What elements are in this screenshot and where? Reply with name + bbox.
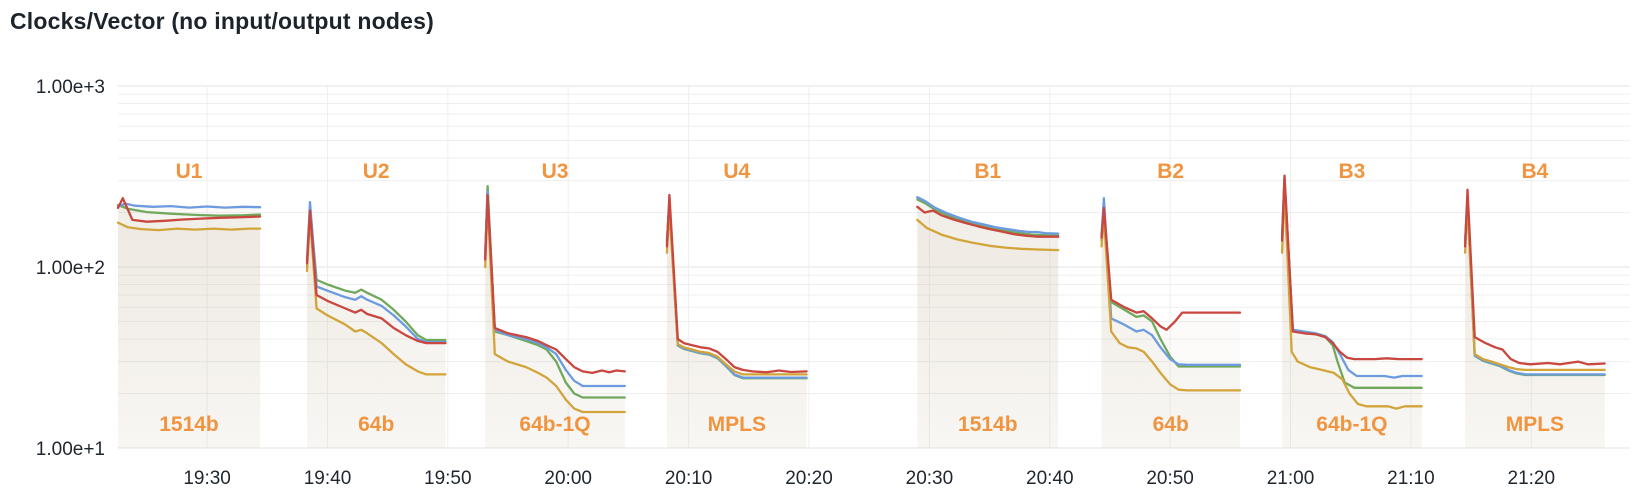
x-tick-label: 20:20	[785, 468, 833, 489]
x-tick-label: 20:00	[544, 468, 592, 489]
group-bottom-label-B4: MPLS	[1506, 413, 1564, 436]
group-bottom-label-U4: MPLS	[708, 413, 766, 436]
series-line-B3-red[interactable]	[1280, 174, 1423, 361]
x-tick-label: 20:10	[665, 468, 713, 489]
series-line-B1-yellow[interactable]	[916, 218, 1060, 252]
series-line-U2-yellow[interactable]	[305, 215, 447, 376]
group-top-label-B2: B2	[1157, 160, 1184, 183]
panel-title[interactable]: Clocks/Vector (no input/output nodes)	[10, 8, 434, 34]
series-fill-U2-red	[307, 210, 446, 448]
series-line-U1-red[interactable]	[116, 197, 262, 223]
series-line-U3-red[interactable]	[484, 193, 626, 375]
series-fill-B1-red	[917, 206, 1059, 448]
series-line-U1-blue[interactable]	[116, 202, 262, 209]
y-tick-label: 1.00e+2	[36, 258, 105, 279]
x-tick-label: 20:40	[1026, 468, 1074, 489]
group-bottom-label-U3: 64b-1Q	[519, 413, 590, 436]
series-fill-B3-red	[1282, 175, 1422, 448]
group-bottom-label-B2: 64b	[1153, 413, 1189, 436]
x-tick-label: 20:50	[1146, 468, 1194, 489]
series-line-B2-yellow[interactable]	[1100, 215, 1242, 392]
series-line-U1-yellow[interactable]	[116, 221, 262, 232]
group-top-label-U2: U2	[363, 160, 390, 183]
group-top-label-B4: B4	[1521, 160, 1548, 183]
y-tick-label: 1.00e+1	[36, 439, 105, 460]
series-line-U4-red[interactable]	[665, 193, 808, 374]
y-tick-label: 1.00e+3	[36, 77, 105, 98]
group-top-label-U1: U1	[176, 160, 203, 183]
series-line-U2-blue[interactable]	[305, 201, 447, 344]
group-top-label-B1: B1	[974, 160, 1001, 183]
series-line-U3-yellow[interactable]	[484, 200, 626, 414]
x-tick-label: 21:00	[1267, 468, 1315, 489]
x-tick-label: 21:10	[1387, 468, 1435, 489]
x-tick-label: 20:30	[906, 468, 954, 489]
x-tick-label: 21:20	[1508, 468, 1556, 489]
group-bottom-label-B3: 64b-1Q	[1316, 413, 1387, 436]
series-fill-B4-red	[1465, 189, 1605, 449]
group-bottom-label-U2: 64b	[358, 413, 394, 436]
series-fill-B2-red	[1101, 207, 1240, 448]
series-line-B2-red[interactable]	[1100, 206, 1242, 331]
series-fill-U4-red	[666, 195, 807, 448]
series-line-U1-green[interactable]	[116, 203, 262, 217]
series-line-B1-green[interactable]	[916, 198, 1060, 237]
series-fill-U1-red	[118, 198, 261, 448]
series-line-B1-red[interactable]	[916, 205, 1060, 238]
x-tick-label: 19:30	[183, 468, 231, 489]
x-tick-label: 19:40	[304, 468, 352, 489]
series-line-U2-red[interactable]	[305, 209, 447, 345]
group-top-label-U3: U3	[542, 160, 569, 183]
x-tick-label: 19:50	[424, 468, 472, 489]
group-top-label-U4: U4	[723, 160, 750, 183]
group-top-label-B3: B3	[1338, 160, 1365, 183]
series-line-B3-yellow[interactable]	[1280, 187, 1423, 410]
series-line-U2-green[interactable]	[305, 206, 447, 342]
series-fill-U3-red	[485, 195, 625, 448]
group-bottom-label-B1: 1514b	[958, 413, 1018, 436]
series-line-B1-blue[interactable]	[916, 196, 1060, 235]
series-line-B4-red[interactable]	[1463, 188, 1606, 366]
group-bottom-label-U1: 1514b	[159, 413, 219, 436]
